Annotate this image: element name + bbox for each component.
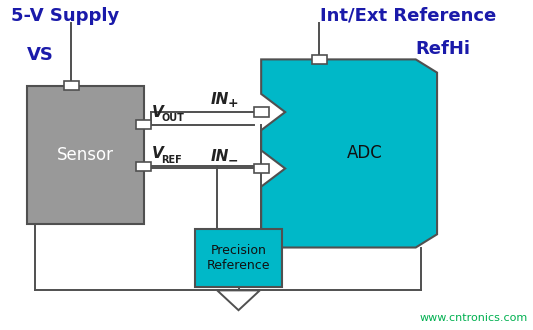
Text: ADC: ADC <box>347 145 383 162</box>
Text: IN: IN <box>211 148 229 164</box>
Text: +: + <box>228 97 239 111</box>
Polygon shape <box>217 290 260 310</box>
Text: Precision
Reference: Precision Reference <box>207 244 270 272</box>
Bar <box>27 86 144 224</box>
Bar <box>136 120 151 129</box>
Polygon shape <box>261 59 437 248</box>
Bar <box>254 164 269 173</box>
Text: V: V <box>152 105 164 120</box>
Text: −: − <box>228 154 239 168</box>
Text: Sensor: Sensor <box>57 146 114 164</box>
Bar <box>312 55 327 64</box>
Text: www.cntronics.com: www.cntronics.com <box>419 314 528 323</box>
Text: V: V <box>152 146 164 161</box>
Text: RefHi: RefHi <box>416 40 471 58</box>
Bar <box>195 229 282 287</box>
Text: VS: VS <box>27 46 53 64</box>
Bar <box>64 81 79 90</box>
Text: REF: REF <box>161 154 182 165</box>
Bar <box>136 162 151 171</box>
Bar <box>254 108 269 117</box>
Text: Int/Ext Reference: Int/Ext Reference <box>320 7 496 25</box>
Text: OUT: OUT <box>161 113 184 123</box>
Text: IN: IN <box>211 92 229 107</box>
Text: 5-V Supply: 5-V Supply <box>11 7 119 25</box>
